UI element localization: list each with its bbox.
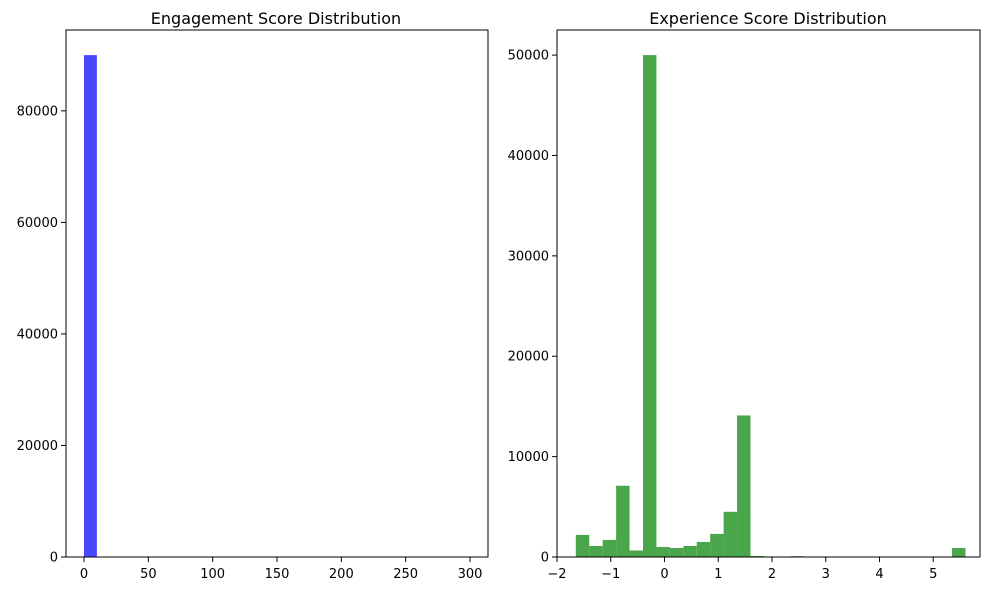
engagement-y-tick-label: 60000 [17, 216, 58, 231]
engagement-x-tick-label: 300 [458, 567, 483, 582]
engagement-chart-title: Engagement Score Distribution [151, 9, 401, 28]
experience-x-tick-label: 0 [660, 567, 668, 582]
engagement-x-tick-label: 0 [80, 567, 88, 582]
experience-plot-frame [556, 29, 981, 558]
engagement-x-axis: 0 50 100 150 200 250 300 [80, 557, 483, 582]
experience-x-tick-label: −1 [601, 567, 620, 582]
experience-bar-0 [575, 534, 590, 557]
experience-y-tick-label: 10000 [508, 450, 549, 465]
experience-bar-8 [683, 545, 697, 557]
experience-bar-2 [602, 539, 617, 557]
experience-bar-12 [737, 415, 751, 557]
engagement-x-tick-label: 250 [393, 567, 418, 582]
engagement-x-tick-label: 200 [329, 567, 354, 582]
experience-bar-9 [696, 541, 711, 557]
experience-y-tick-label: 40000 [508, 149, 549, 164]
engagement-y-tick-label: 0 [50, 551, 58, 566]
engagement-plot-frame [65, 29, 489, 558]
experience-bar-5 [643, 55, 657, 557]
experience-bar-10 [710, 533, 724, 557]
experience-y-tick-label: 0 [541, 551, 549, 566]
engagement-x-tick-label: 50 [140, 567, 157, 582]
experience-bar-3 [616, 485, 630, 557]
experience-bar-11 [723, 511, 738, 557]
engagement-y-tick-label: 40000 [17, 327, 58, 342]
experience-y-tick-label: 20000 [508, 350, 549, 365]
engagement-y-tick-label: 80000 [17, 104, 58, 119]
experience-bar-17 [952, 547, 966, 557]
experience-x-tick-label: 3 [822, 567, 830, 582]
experience-bar-4 [629, 550, 643, 557]
experience-x-axis: −2 −1 0 1 2 3 4 5 [547, 557, 937, 582]
experience-y-tick-label: 50000 [508, 49, 549, 64]
experience-y-axis: 0 10000 20000 30000 40000 50000 [508, 49, 557, 566]
experience-histogram: Experience Score Distribution −2 −1 0 1 2 3 4 5… [508, 9, 981, 582]
engagement-y-axis: 0 20000 40000 60000 80000 [17, 104, 66, 566]
experience-bar-6 [656, 546, 670, 557]
experience-chart-title: Experience Score Distribution [649, 9, 887, 28]
experience-bar-1 [589, 545, 603, 557]
experience-x-tick-label: 5 [929, 567, 937, 582]
engagement-y-tick-label: 20000 [17, 439, 58, 454]
engagement-histogram: Engagement Score Distribution 0 50 100 150 2… [17, 9, 489, 582]
experience-y-tick-label: 30000 [508, 249, 549, 264]
engagement-x-tick-label: 150 [265, 567, 290, 582]
experience-x-tick-label: 4 [875, 567, 883, 582]
experience-bars [575, 55, 966, 557]
experience-x-tick-label: −2 [547, 567, 566, 582]
engagement-bar-0 [84, 55, 97, 557]
experience-bar-7 [669, 547, 684, 557]
engagement-bars [84, 55, 97, 557]
experience-x-tick-label: 2 [768, 567, 776, 582]
engagement-x-tick-label: 100 [200, 567, 225, 582]
experience-x-tick-label: 1 [714, 567, 722, 582]
